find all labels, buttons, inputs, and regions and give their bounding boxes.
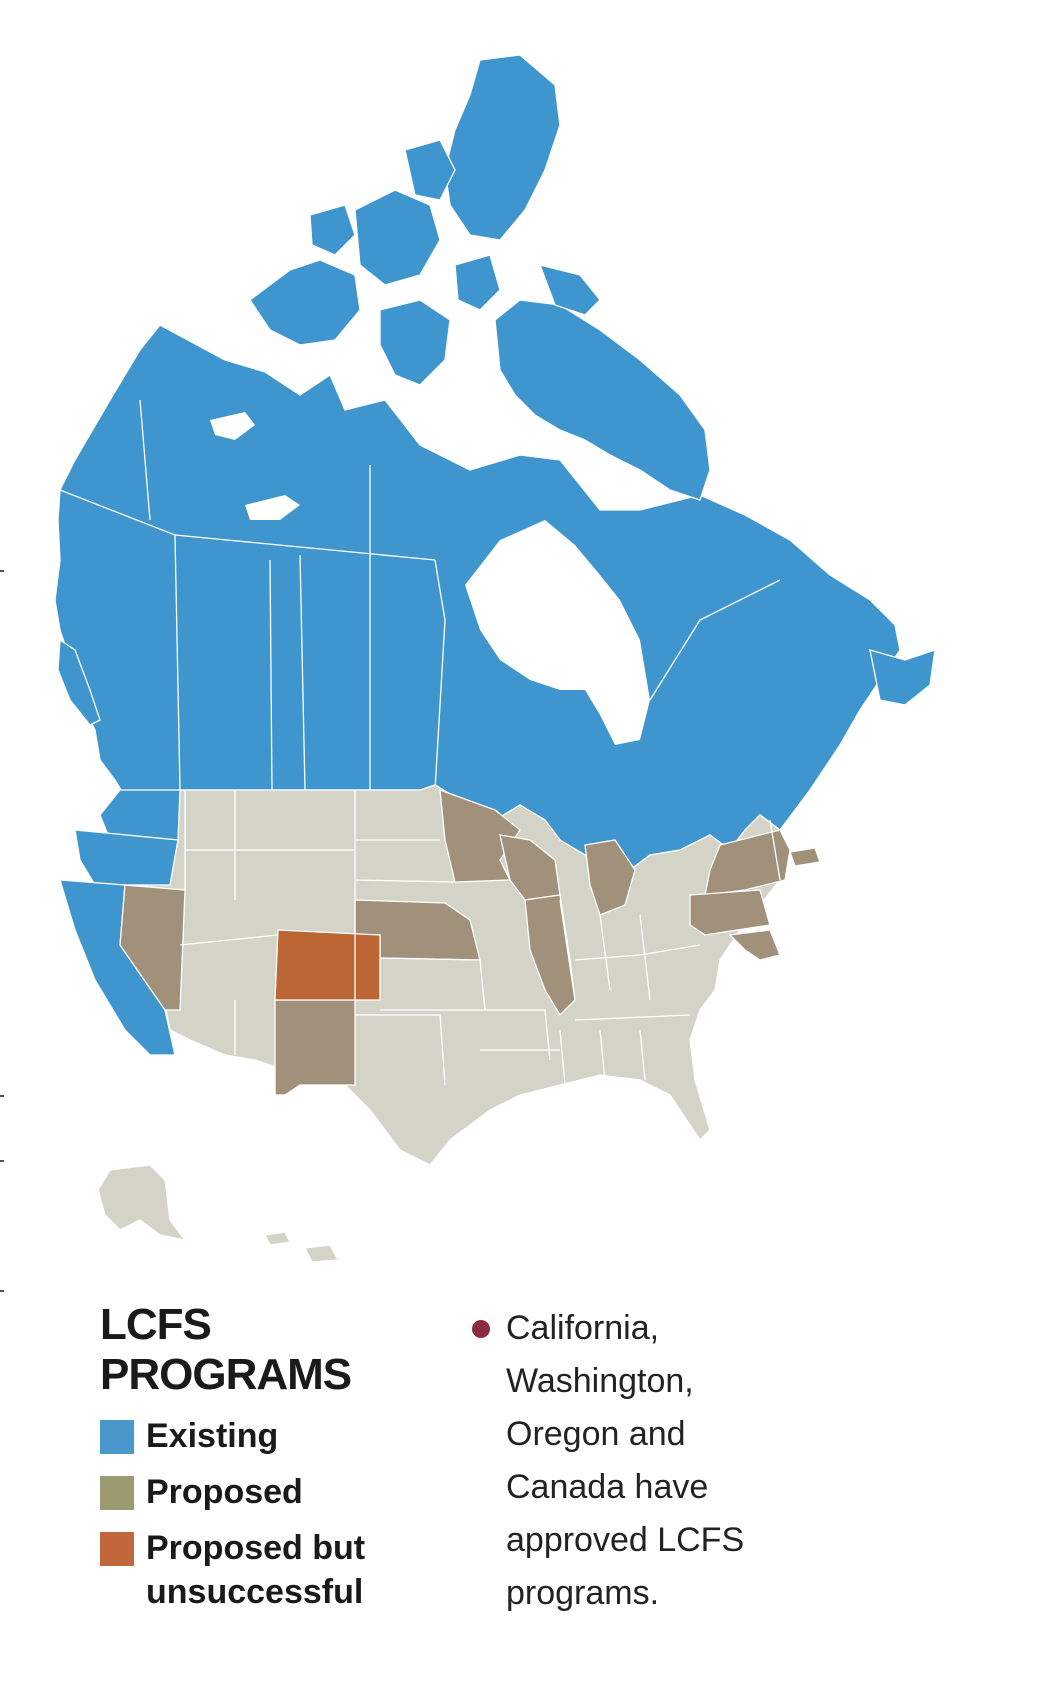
hawaii-1 [264,1231,291,1246]
arctic-island-5 [309,204,356,256]
legend-label-proposed: Proposed [146,1473,303,1511]
great-bear-lake [210,412,255,440]
legend-label-existing: Existing [146,1417,279,1455]
us-borders [179,790,781,1086]
newfoundland [869,649,936,706]
arctic-island-7 [538,264,601,316]
hawaii-2 [304,1244,340,1263]
arctic-island-1 [249,259,361,346]
state-colorado [274,929,381,1001]
state-michigan [584,839,636,916]
lcfs-map [54,54,936,1263]
legend-item-unsuccessful: Proposed but unsuccessful [100,1526,460,1614]
legend-label-unsuccessful: Proposed but unsuccessful [146,1529,366,1611]
note-bullet-dot [472,1320,490,1338]
left-edge-tick [0,1160,4,1162]
baffin-island [494,299,711,501]
legend-item-existing: Existing [100,1414,460,1458]
state-pennsylvania [689,889,771,936]
arctic-island-6 [454,254,501,311]
approval-note: California, Washington, Oregon and Canad… [472,1302,806,1620]
left-edge-tick [0,1290,4,1292]
great-slave-lake [245,495,300,520]
existing-swatch [100,1420,134,1454]
legend-title: LCFS PROGRAMS [100,1300,352,1399]
proposed-swatch [100,1476,134,1510]
state-massachusetts [789,847,821,867]
arctic-island-2 [354,189,441,286]
arctic-island-3 [379,299,451,386]
arctic-island-4 [404,139,456,201]
legend-item-proposed: Proposed [100,1470,460,1514]
left-edge-tick [0,1095,4,1097]
state-minnesota [439,789,521,883]
ellesmere-island [444,54,561,241]
state-oregon [74,829,179,886]
canada-borders [59,399,781,791]
alaska [97,1164,187,1241]
left-edge-tick [0,570,4,572]
hudson-bay [465,520,650,745]
state-new-york [704,829,791,896]
state-washington [99,789,181,841]
state-maryland [728,929,781,961]
legend: LCFS PROGRAMS Existing Proposed Proposed… [100,1300,460,1626]
note-text: California, Washington, Oregon and Canad… [506,1309,745,1612]
unsuccessful-swatch [100,1532,134,1566]
state-nevada [119,884,186,1011]
vancouver-island [57,638,101,726]
state-new-mexico [274,999,356,1096]
state-illinois [524,894,576,1017]
